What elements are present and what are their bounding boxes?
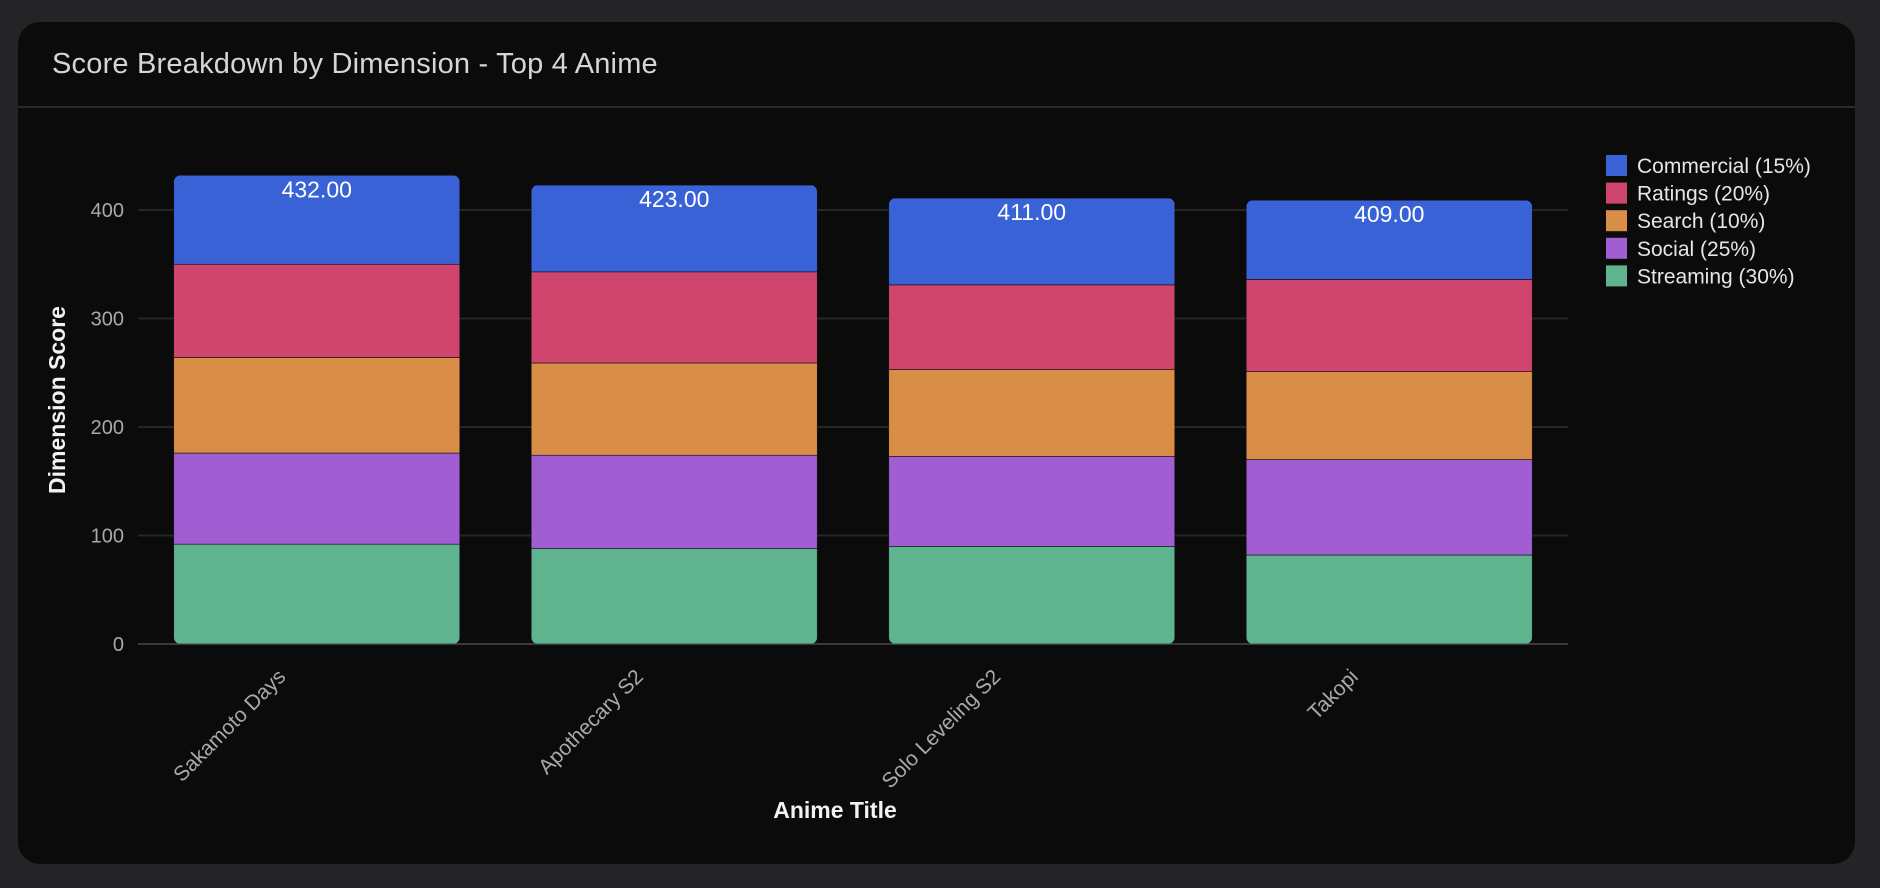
bar-segment[interactable] bbox=[1246, 371, 1533, 460]
legend-item[interactable]: Commercial (15%) bbox=[1606, 155, 1811, 178]
legend-item[interactable]: Ratings (20%) bbox=[1606, 182, 1770, 206]
bar-segment[interactable] bbox=[531, 362, 818, 456]
legend-label: Ratings (20%) bbox=[1637, 183, 1770, 206]
card-header: Score Breakdown by Dimension - Top 4 Ani… bbox=[18, 22, 1855, 108]
bar-segment[interactable] bbox=[888, 284, 1175, 370]
bar-segment[interactable] bbox=[173, 175, 460, 265]
chart-card: Score Breakdown by Dimension - Top 4 Ani… bbox=[18, 22, 1855, 864]
legend-item[interactable]: Streaming (30%) bbox=[1606, 265, 1795, 288]
chart-title: Score Breakdown by Dimension - Top 4 Ani… bbox=[52, 47, 658, 80]
y-tick-label: 200 bbox=[91, 417, 124, 439]
bar-stack[interactable] bbox=[1246, 200, 1533, 645]
bar-stack[interactable] bbox=[531, 185, 818, 644]
bar-segment[interactable] bbox=[531, 185, 818, 273]
legend-item[interactable]: Social (25%) bbox=[1606, 237, 1756, 261]
legend-label: Streaming (30%) bbox=[1637, 265, 1795, 288]
bar-total-label: 411.00 bbox=[997, 199, 1066, 225]
bar-segment[interactable] bbox=[1246, 200, 1533, 280]
bar-segment[interactable] bbox=[1246, 554, 1533, 645]
bar-segment[interactable] bbox=[888, 369, 1175, 457]
y-axis-title: Dimension Score bbox=[44, 306, 70, 494]
legend-swatch bbox=[1606, 182, 1627, 204]
bar-total-label: 423.00 bbox=[639, 186, 709, 212]
legend-swatch bbox=[1606, 155, 1627, 176]
legend-label: Search (10%) bbox=[1637, 210, 1765, 233]
bar-segment[interactable] bbox=[173, 357, 460, 454]
legend: Commercial (15%) Ratings (20%) Search (10%… bbox=[1606, 155, 1811, 288]
legend-label: Commercial (15%) bbox=[1637, 155, 1811, 178]
bar-stack[interactable] bbox=[173, 175, 460, 644]
bar-total-label: 409.00 bbox=[1354, 201, 1424, 227]
y-tick-label: 300 bbox=[91, 309, 124, 331]
y-tick-label: 0 bbox=[113, 634, 124, 656]
x-tick-label: Sakamoto Days bbox=[169, 665, 290, 786]
bar-segment[interactable] bbox=[173, 452, 460, 545]
x-tick-label: Solo Leveling S2 bbox=[878, 665, 1006, 793]
bar-segment[interactable] bbox=[531, 454, 818, 549]
legend-swatch bbox=[1606, 265, 1627, 287]
bar-segment[interactable] bbox=[531, 548, 818, 644]
bar-segment[interactable] bbox=[173, 263, 460, 358]
legend-swatch bbox=[1606, 237, 1627, 259]
bar-segment[interactable] bbox=[1246, 279, 1533, 372]
bar-segment[interactable] bbox=[531, 271, 818, 364]
x-axis-title: Anime Title bbox=[773, 797, 897, 823]
bar-segment[interactable] bbox=[1246, 459, 1533, 556]
stacked-bar-chart: 432.00 423.00 411.00 409.00 0 100 200 300 400 Sa… bbox=[44, 155, 1811, 823]
y-tick-label: 400 bbox=[91, 200, 124, 222]
legend-swatch bbox=[1606, 210, 1627, 232]
x-tick-label: Apothecary S2 bbox=[534, 665, 648, 779]
bar-stack[interactable] bbox=[888, 198, 1175, 644]
y-tick-label: 100 bbox=[91, 526, 124, 548]
bar-total-label: 432.00 bbox=[282, 176, 352, 202]
bars: 432.00 423.00 411.00 409.00 bbox=[173, 175, 1533, 645]
legend-label: Social (25%) bbox=[1637, 238, 1756, 261]
legend-item[interactable]: Search (10%) bbox=[1606, 210, 1765, 233]
x-tick-label: Takopi bbox=[1304, 665, 1363, 724]
bar-segment[interactable] bbox=[173, 543, 460, 644]
bar-segment[interactable] bbox=[888, 455, 1175, 547]
bar-segment[interactable] bbox=[888, 546, 1175, 644]
bar-segment[interactable] bbox=[888, 198, 1175, 286]
